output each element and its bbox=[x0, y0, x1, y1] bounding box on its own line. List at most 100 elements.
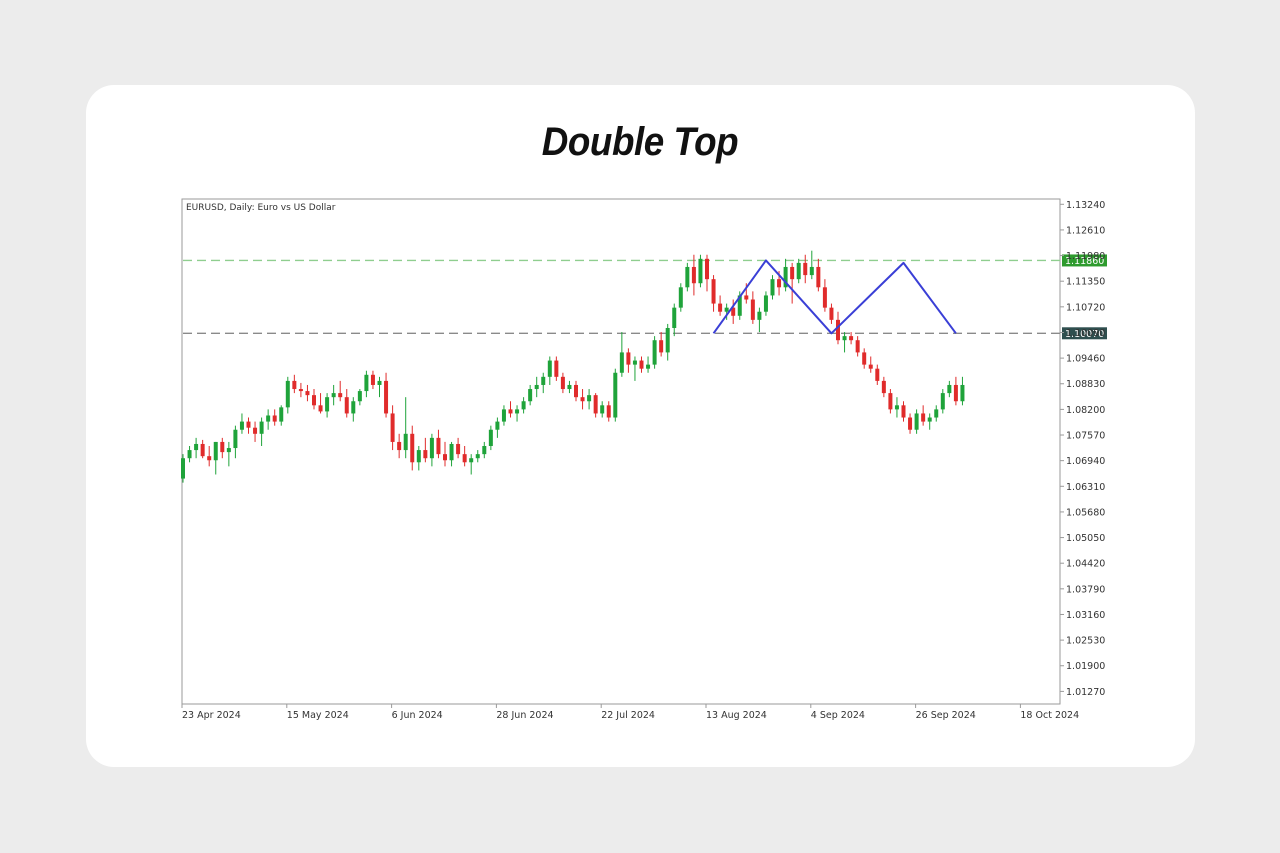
x-axis: 23 Apr 2024 15 May 2024 6 Jun 2024 28 Jun 2… bbox=[181, 704, 1079, 721]
candle-body-up bbox=[259, 421, 264, 434]
candle-body-up bbox=[495, 421, 500, 430]
candle-body-down bbox=[220, 441, 225, 453]
candle-body-down bbox=[410, 433, 415, 463]
candle-body-up bbox=[665, 327, 670, 353]
y-tick-label: 1.06940 bbox=[1066, 456, 1105, 467]
candle-body-up bbox=[737, 295, 742, 316]
y-tick-label: 1.01900 bbox=[1066, 661, 1105, 672]
candle-body-up bbox=[600, 405, 605, 414]
candle-body-down bbox=[953, 384, 958, 402]
candle-body-up bbox=[678, 287, 683, 308]
candle-body-down bbox=[370, 374, 375, 385]
plot-frame bbox=[181, 198, 1061, 705]
candle-body-up bbox=[357, 391, 362, 402]
candle-body-up bbox=[547, 360, 552, 377]
candle-body-down bbox=[436, 437, 441, 455]
candle-body-down bbox=[338, 393, 343, 398]
y-tick-label: 1.11980 bbox=[1066, 251, 1105, 262]
symbol-label: EURUSD, Daily: Euro vs US Dollar bbox=[186, 203, 336, 213]
candle-body-down bbox=[691, 266, 696, 284]
candle-body-up bbox=[239, 421, 244, 430]
candle-body-up bbox=[567, 384, 572, 390]
candle-body-down bbox=[705, 258, 709, 280]
candle-body-down bbox=[207, 456, 212, 461]
x-tick-label: 6 Jun 2024 bbox=[392, 710, 443, 721]
candle-body-down bbox=[292, 380, 297, 390]
y-tick-label: 1.03790 bbox=[1066, 584, 1105, 595]
levels-layer: 1.11860 1.10070 bbox=[183, 254, 1107, 340]
candle-body-up bbox=[927, 417, 932, 422]
x-tick-label: 4 Sep 2024 bbox=[811, 710, 865, 721]
candle-body-up bbox=[377, 380, 382, 385]
candle-body-down bbox=[397, 441, 402, 451]
candle-body-up bbox=[934, 409, 939, 418]
candle-body-down bbox=[921, 413, 926, 422]
y-tick-label: 1.10090 bbox=[1066, 328, 1105, 339]
candle-body-up bbox=[541, 376, 546, 385]
pattern-layer bbox=[712, 259, 957, 335]
candle-body-down bbox=[200, 443, 205, 457]
candle-body-up bbox=[285, 380, 290, 408]
y-tick-label: 1.08830 bbox=[1066, 379, 1105, 390]
candle-body-down bbox=[312, 395, 316, 406]
candle-body-up bbox=[809, 266, 814, 276]
resistance-level-tag bbox=[1062, 254, 1107, 267]
candle-body-down bbox=[253, 427, 258, 434]
candle-body-up bbox=[894, 405, 899, 410]
candle-body-up bbox=[796, 262, 801, 280]
resistance-level-label: 1.11860 bbox=[1065, 256, 1104, 267]
candle-body-down bbox=[639, 360, 644, 369]
candle-body-up bbox=[587, 395, 592, 402]
candle-body-down bbox=[508, 409, 513, 414]
candle-body-down bbox=[862, 352, 867, 365]
candle-body-down bbox=[384, 380, 389, 414]
candle-body-up bbox=[266, 415, 271, 422]
candle-body-down bbox=[574, 384, 578, 398]
candle-body-up bbox=[501, 409, 506, 422]
candle-body-up bbox=[226, 448, 231, 453]
y-tick-label: 1.07570 bbox=[1066, 431, 1105, 442]
candle-body-down bbox=[272, 415, 277, 422]
candle-body-up bbox=[914, 413, 919, 430]
candle-body-up bbox=[364, 374, 369, 392]
candle-body-down bbox=[606, 405, 611, 418]
neckline-level-label: 1.10070 bbox=[1065, 329, 1104, 340]
candle-body-up bbox=[351, 401, 356, 414]
candle-body-up bbox=[763, 295, 768, 312]
candle-body-down bbox=[731, 307, 736, 316]
y-tick-label: 1.12610 bbox=[1066, 225, 1105, 236]
candle-body-up bbox=[187, 450, 192, 459]
candle-body-down bbox=[908, 417, 913, 430]
candle-body-up bbox=[181, 458, 185, 479]
y-tick-label: 1.01270 bbox=[1066, 687, 1105, 698]
candle-body-down bbox=[423, 450, 428, 459]
candle-body-down bbox=[901, 405, 906, 418]
candle-body-up bbox=[279, 407, 284, 422]
neckline-level-tag bbox=[1062, 327, 1107, 340]
candle-body-up bbox=[194, 443, 199, 451]
y-tick-label: 1.02530 bbox=[1066, 636, 1105, 647]
x-tick-label: 13 Aug 2024 bbox=[706, 710, 767, 721]
y-tick-label: 1.13240 bbox=[1066, 200, 1105, 211]
candle-body-down bbox=[829, 307, 834, 320]
candle-body-down bbox=[718, 303, 723, 312]
y-tick-label: 1.06310 bbox=[1066, 482, 1105, 493]
candle-body-up bbox=[233, 429, 238, 449]
candle-body-down bbox=[659, 340, 664, 353]
candle-body-down bbox=[560, 376, 565, 390]
x-tick-label: 18 Oct 2024 bbox=[1020, 710, 1079, 721]
candle-body-down bbox=[390, 413, 395, 442]
candles-layer bbox=[181, 250, 965, 483]
candle-body-up bbox=[619, 352, 624, 373]
candle-body-up bbox=[632, 360, 637, 365]
candle-body-up bbox=[416, 450, 421, 463]
candle-body-down bbox=[855, 340, 860, 353]
candle-body-up bbox=[213, 441, 218, 461]
page-title: Double Top bbox=[541, 120, 739, 164]
candle-body-down bbox=[803, 262, 808, 276]
y-tick-label: 1.04420 bbox=[1066, 559, 1105, 570]
candle-body-up bbox=[672, 307, 677, 328]
candle-body-up bbox=[940, 393, 945, 410]
candle-body-down bbox=[868, 364, 873, 369]
